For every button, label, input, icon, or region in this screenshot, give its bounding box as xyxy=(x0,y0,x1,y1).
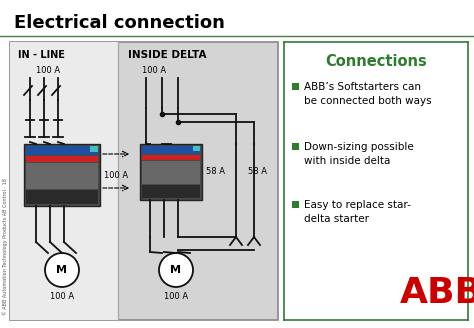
Text: Connections: Connections xyxy=(325,54,427,69)
Circle shape xyxy=(45,253,79,287)
FancyBboxPatch shape xyxy=(24,144,100,206)
Text: 100 A: 100 A xyxy=(50,292,74,301)
Text: ABB: ABB xyxy=(400,276,474,310)
FancyBboxPatch shape xyxy=(142,185,200,198)
Text: INSIDE DELTA: INSIDE DELTA xyxy=(128,50,207,60)
FancyBboxPatch shape xyxy=(142,161,200,184)
FancyBboxPatch shape xyxy=(26,146,98,155)
FancyBboxPatch shape xyxy=(292,143,299,150)
Text: ABB’s Softstarters can
be connected both ways: ABB’s Softstarters can be connected both… xyxy=(304,82,432,106)
FancyBboxPatch shape xyxy=(193,146,200,151)
Text: 100 A: 100 A xyxy=(164,292,188,301)
Circle shape xyxy=(159,253,193,287)
Text: 100 A: 100 A xyxy=(142,66,166,75)
Text: IN - LINE: IN - LINE xyxy=(18,50,65,60)
Text: Down-sizing possible
with inside delta: Down-sizing possible with inside delta xyxy=(304,142,414,166)
FancyBboxPatch shape xyxy=(142,155,200,160)
Text: M: M xyxy=(171,265,182,275)
Text: 58 A: 58 A xyxy=(248,168,267,176)
FancyBboxPatch shape xyxy=(142,146,200,154)
FancyBboxPatch shape xyxy=(26,190,98,204)
FancyBboxPatch shape xyxy=(10,42,118,320)
FancyBboxPatch shape xyxy=(26,156,98,162)
FancyBboxPatch shape xyxy=(10,42,278,320)
FancyBboxPatch shape xyxy=(292,83,299,90)
FancyBboxPatch shape xyxy=(90,146,98,152)
FancyBboxPatch shape xyxy=(26,163,98,189)
Text: Electrical connection: Electrical connection xyxy=(14,14,225,32)
Text: 100 A: 100 A xyxy=(36,66,60,75)
Text: M: M xyxy=(56,265,67,275)
FancyBboxPatch shape xyxy=(140,144,202,200)
FancyBboxPatch shape xyxy=(292,201,299,208)
Text: © ABB Automation Technology Products AB Control - 18: © ABB Automation Technology Products AB … xyxy=(2,178,8,315)
Text: Easy to replace star-
delta starter: Easy to replace star- delta starter xyxy=(304,200,411,224)
Text: 58 A: 58 A xyxy=(206,168,225,176)
Text: 100 A: 100 A xyxy=(104,171,128,179)
